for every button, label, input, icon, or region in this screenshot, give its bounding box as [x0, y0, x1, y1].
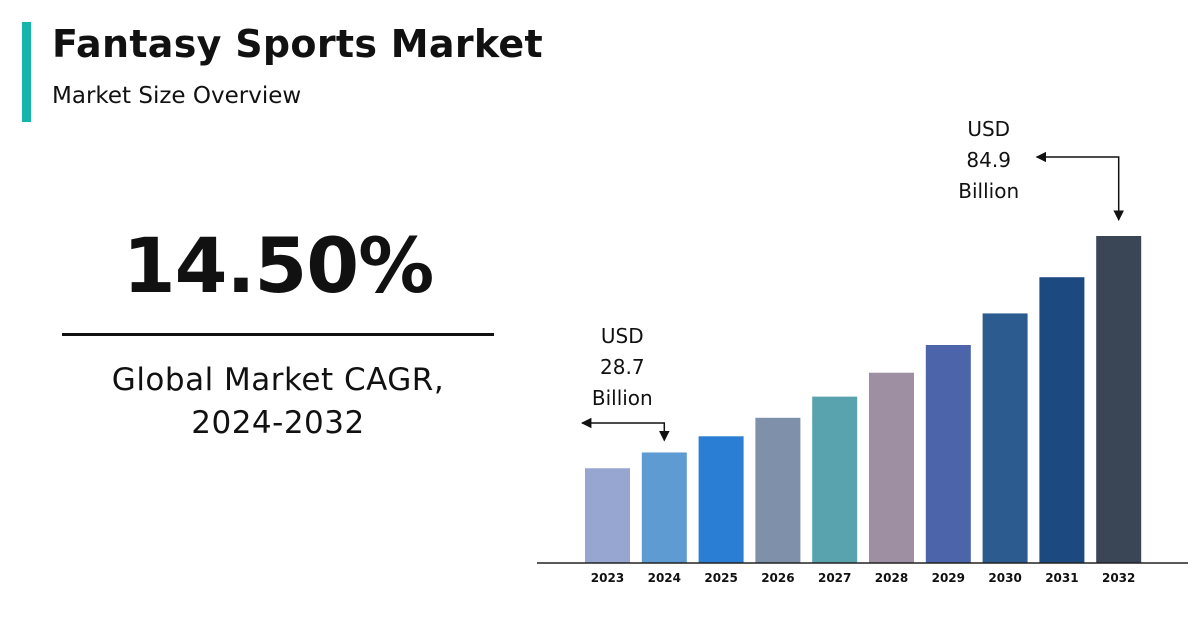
bar-2024	[641, 452, 687, 563]
annotation-2032-line-1: USD	[967, 117, 1010, 141]
bar-2026	[755, 417, 801, 563]
bar-2028	[869, 372, 914, 563]
page-subtitle: Market Size Overview	[52, 83, 302, 109]
x-tick-label-2026: 2026	[761, 571, 794, 585]
bar-2031	[1039, 277, 1085, 563]
cagr-caption-line-1: Global Market CAGR,	[111, 362, 445, 398]
annotation-2024-line-3: Billion	[592, 386, 653, 410]
cagr-caption: Global Market CAGR, 2024-2032	[62, 359, 494, 445]
annotation-2032-line-2: 84.9	[966, 148, 1011, 172]
title-accent-bar	[22, 22, 31, 122]
stat-divider	[62, 333, 494, 336]
annotation-2024-line-2: 28.7	[600, 355, 645, 379]
x-tick-label-2032: 2032	[1102, 571, 1135, 585]
annotation-arrow-2032	[1035, 151, 1124, 222]
x-tick-label-2028: 2028	[875, 571, 908, 585]
annotation-arrow-2024	[580, 417, 670, 442]
bar-2027	[812, 396, 858, 563]
x-tick-label-2030: 2030	[988, 571, 1021, 585]
annotation-2024-line-1: USD	[601, 324, 644, 348]
cagr-stat-block: 14.50% Global Market CAGR, 2024-2032	[62, 222, 494, 445]
x-tick-label-2031: 2031	[1045, 571, 1078, 585]
x-tick-label-2023: 2023	[591, 571, 624, 585]
x-tick-label-2029: 2029	[932, 571, 965, 585]
x-tick-label-2024: 2024	[648, 571, 681, 585]
bar-2029	[925, 345, 971, 563]
cagr-value: 14.50%	[122, 221, 435, 310]
page-title: Fantasy Sports Market	[52, 22, 543, 66]
bar-2032	[1096, 236, 1142, 563]
annotation-2032-line-3: Billion	[958, 179, 1019, 203]
bar-2023	[585, 468, 630, 563]
x-tick-label-2025: 2025	[704, 571, 737, 585]
x-tick-label-2027: 2027	[818, 571, 851, 585]
cagr-caption-line-2: 2024-2032	[191, 405, 365, 441]
bar-2030	[982, 313, 1028, 563]
bar-2025	[698, 436, 744, 563]
